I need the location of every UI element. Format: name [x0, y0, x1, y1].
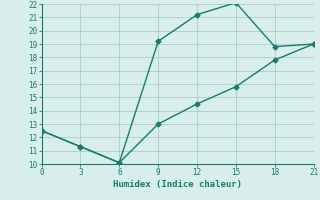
X-axis label: Humidex (Indice chaleur): Humidex (Indice chaleur) [113, 180, 242, 189]
